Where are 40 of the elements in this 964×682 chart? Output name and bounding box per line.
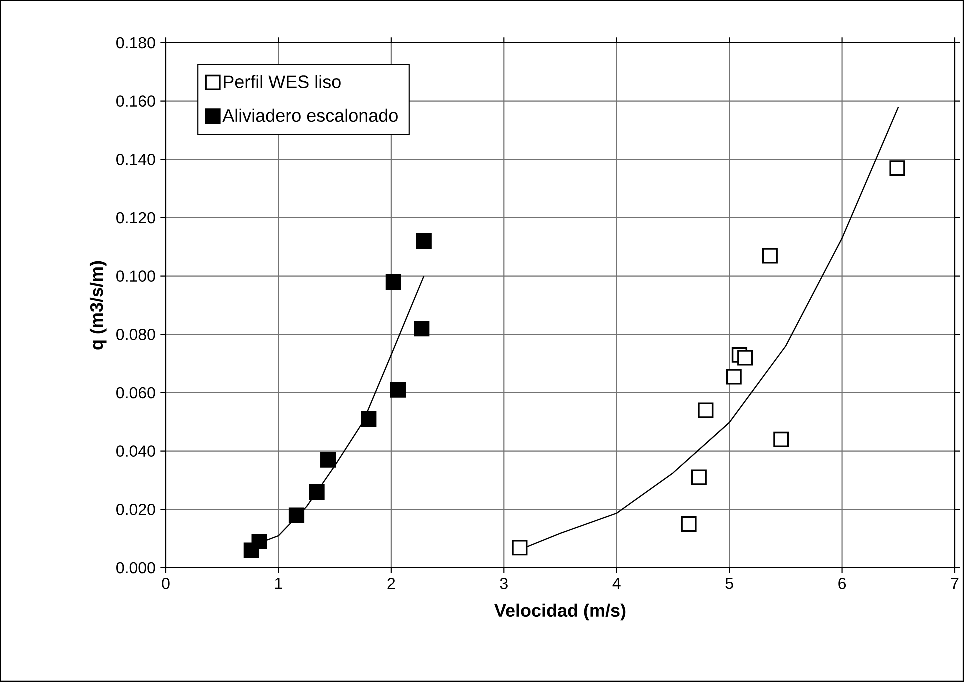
point bbox=[698, 402, 714, 418]
legend-label: Perfil WES liso bbox=[224, 75, 341, 88]
y-tick-label: 0.040 bbox=[116, 446, 156, 457]
x-tick-label: 5 bbox=[726, 578, 734, 590]
point bbox=[252, 534, 268, 550]
legend-label: Aliviadero escalonado bbox=[222, 108, 398, 122]
y-axis-title: q (m3/s/m) bbox=[90, 261, 107, 350]
point bbox=[726, 369, 742, 385]
x-tick-label: 2 bbox=[388, 578, 396, 590]
y-tick-label: 0.000 bbox=[116, 562, 156, 574]
point bbox=[416, 234, 432, 250]
point bbox=[681, 516, 697, 532]
point bbox=[774, 432, 790, 448]
x-tick-label: 4 bbox=[612, 578, 621, 590]
x-tick-label: 3 bbox=[500, 578, 508, 590]
point bbox=[512, 540, 528, 556]
x-tick-label: 7 bbox=[951, 578, 959, 590]
y-tick-label: 0.180 bbox=[116, 37, 156, 49]
y-tick-label: 0.080 bbox=[116, 329, 156, 340]
x-tick-label: 0 bbox=[162, 578, 170, 590]
y-tick-label: 0.140 bbox=[116, 154, 156, 166]
x-axis-title: Velocidad (m/s) bbox=[494, 604, 626, 621]
point bbox=[309, 484, 325, 500]
y-tick-label: 0.160 bbox=[116, 96, 156, 107]
x-tick-label: 6 bbox=[838, 578, 846, 590]
x-tick-label: 1 bbox=[275, 578, 282, 590]
point bbox=[386, 274, 402, 290]
point bbox=[288, 508, 305, 524]
point bbox=[890, 160, 906, 176]
y-tick-label: 0.020 bbox=[116, 504, 156, 516]
point bbox=[320, 452, 336, 468]
y-tick-label: 0.100 bbox=[116, 270, 156, 282]
y-tick-label: 0.060 bbox=[116, 387, 156, 399]
point bbox=[414, 321, 430, 337]
point bbox=[762, 248, 778, 264]
point bbox=[390, 382, 406, 398]
point bbox=[361, 411, 377, 428]
y-tick-label: 0.120 bbox=[116, 212, 156, 224]
point bbox=[738, 350, 754, 366]
point bbox=[691, 470, 707, 486]
